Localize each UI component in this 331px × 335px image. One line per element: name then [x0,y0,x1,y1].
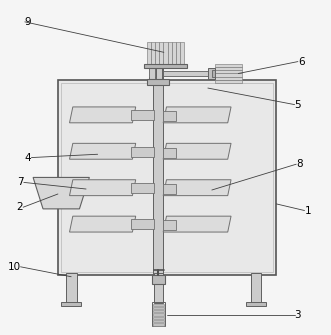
Bar [147,79,169,85]
Bar [131,183,154,193]
Bar [164,42,167,65]
Bar [153,304,164,306]
Text: 3: 3 [295,310,301,320]
Text: 2: 2 [17,202,23,212]
Text: 7: 7 [17,178,24,187]
Bar [171,42,176,65]
Bar [208,68,215,79]
Bar [160,42,164,65]
Bar [58,80,276,275]
Bar [163,220,176,230]
Bar [153,60,163,282]
Polygon shape [163,143,231,159]
Bar [153,317,164,319]
Bar [61,302,81,306]
Bar [153,307,164,309]
Bar [215,77,242,80]
Text: 6: 6 [298,57,305,67]
Bar [163,148,176,157]
Bar [66,273,77,303]
Bar [152,302,165,326]
Polygon shape [70,143,136,159]
Bar [131,110,154,120]
Bar [251,273,261,303]
Bar [215,70,242,73]
Bar [212,70,215,77]
Polygon shape [163,180,231,196]
Bar [163,184,176,194]
Bar [215,64,242,67]
Bar [149,77,156,83]
Bar [167,42,171,65]
Bar [180,42,184,65]
Bar [149,65,155,83]
Bar [215,67,242,70]
Polygon shape [70,180,136,196]
Bar [131,147,154,156]
Polygon shape [70,216,136,232]
Bar [153,314,164,316]
Bar [246,302,266,306]
Bar [154,273,163,303]
Bar [153,323,164,326]
Polygon shape [33,178,89,209]
Bar [153,320,164,322]
Bar [163,111,176,121]
Text: 9: 9 [25,17,31,27]
Text: 10: 10 [7,262,21,272]
Bar [152,275,165,284]
Bar [156,65,162,83]
Text: 1: 1 [305,206,311,215]
Bar [153,310,164,313]
Bar [151,42,155,65]
Bar [215,73,242,77]
Polygon shape [163,216,231,232]
Bar [144,64,187,68]
Bar [163,71,215,76]
Text: 4: 4 [25,152,31,162]
Bar [215,80,242,83]
Bar [155,42,160,65]
Text: 5: 5 [295,99,301,110]
Polygon shape [70,107,136,123]
Bar [131,219,154,229]
Bar [147,42,151,65]
Text: 8: 8 [296,159,303,169]
Bar [61,83,273,272]
Bar [176,42,180,65]
Polygon shape [163,107,231,123]
